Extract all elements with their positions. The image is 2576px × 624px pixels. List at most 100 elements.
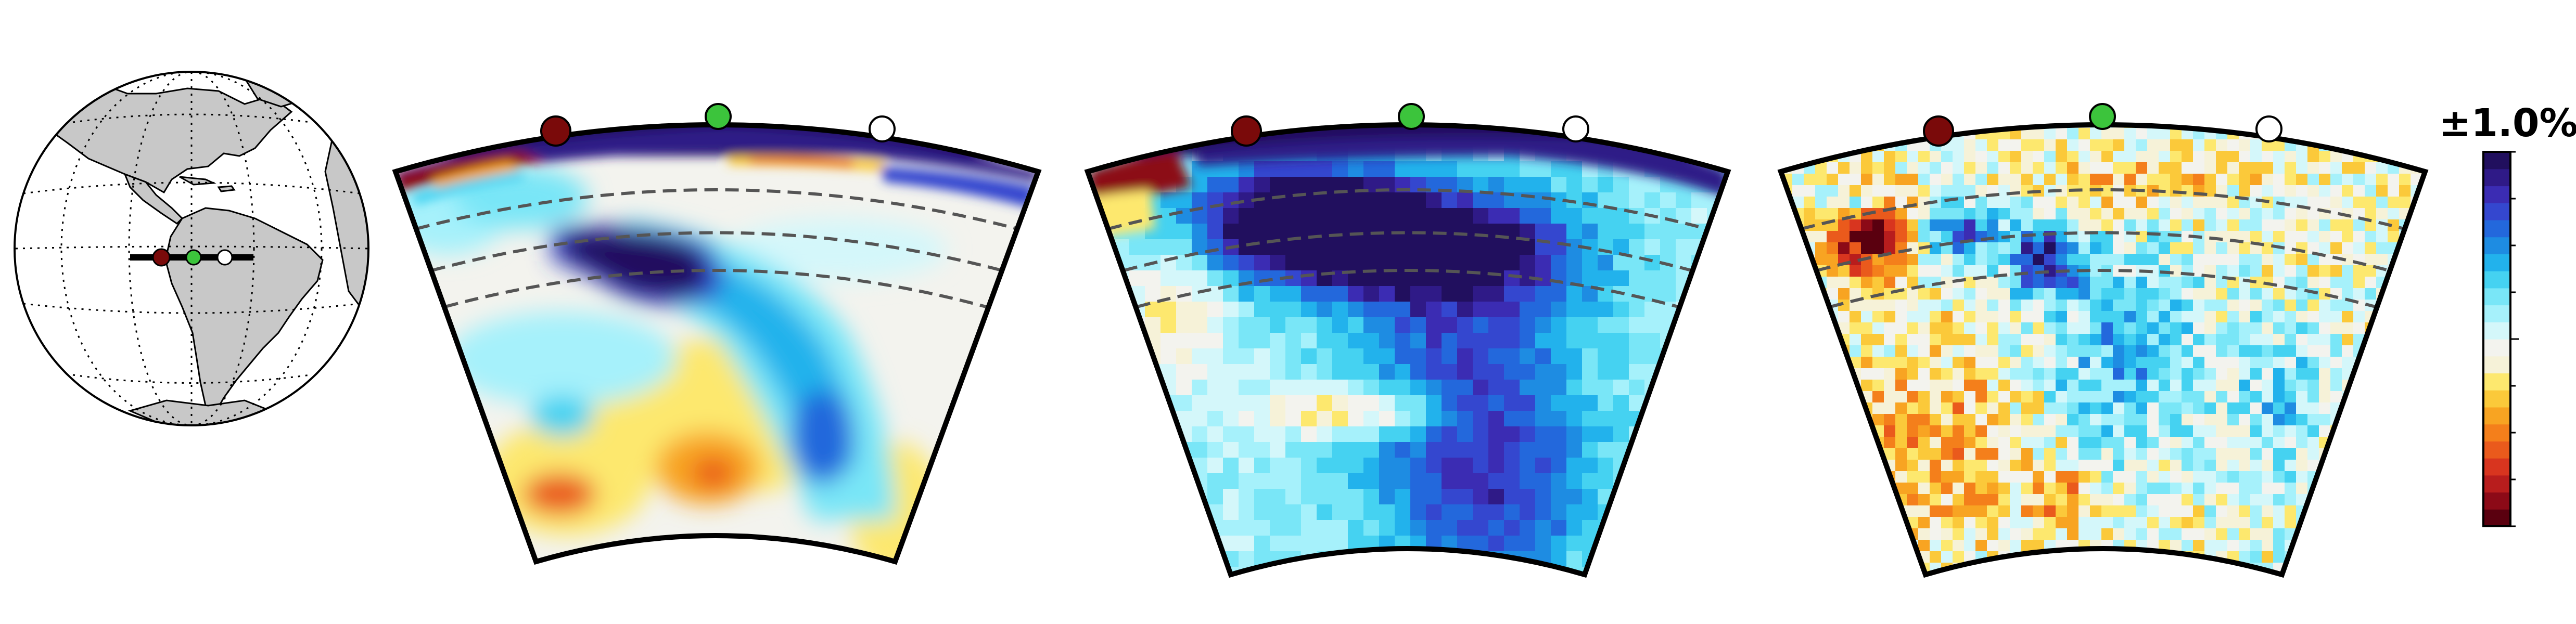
model-cell xyxy=(2056,483,2068,495)
model-cell xyxy=(1676,317,1692,333)
model-cell xyxy=(1838,540,1850,552)
model-cell xyxy=(1781,505,1793,517)
model-cell xyxy=(2330,94,2342,106)
model-cell xyxy=(1953,105,1965,117)
model-cell xyxy=(1838,460,1850,472)
model-cell xyxy=(1348,333,1364,349)
model-cell xyxy=(2056,94,2068,106)
model-cell xyxy=(2056,391,2068,403)
model-cell xyxy=(1410,317,1426,333)
model-cell xyxy=(2078,357,2090,369)
model-cell xyxy=(1907,574,1919,575)
model-cell xyxy=(2147,357,2159,369)
model-cell xyxy=(1363,239,1380,255)
model-cell xyxy=(1895,345,1907,357)
model-cell xyxy=(1332,426,1348,443)
model-cell xyxy=(2159,94,2171,106)
model-cell xyxy=(1781,277,1793,289)
model-cell xyxy=(1930,574,1942,575)
model-cell xyxy=(2307,300,2319,311)
model-cell xyxy=(2411,357,2422,369)
model-cell xyxy=(1884,505,1896,517)
model-cell xyxy=(1488,473,1504,489)
model-cell xyxy=(2307,254,2319,266)
model-cell xyxy=(2411,540,2422,552)
model-cell xyxy=(2388,125,2400,128)
model-cell xyxy=(2319,574,2331,575)
model-cell xyxy=(1861,265,1873,277)
model-cell xyxy=(2021,151,2033,163)
model-cell xyxy=(1660,504,1676,521)
model-cell xyxy=(1998,414,2010,426)
model-cell xyxy=(1964,414,1976,426)
model-cell xyxy=(2021,460,2033,472)
model-cell xyxy=(2204,197,2216,209)
model-cell xyxy=(2411,551,2422,563)
model-cell xyxy=(2353,460,2365,472)
model-cell xyxy=(1285,395,1302,411)
model-cell xyxy=(1644,270,1661,287)
model-cell xyxy=(1987,105,1999,117)
model-cell xyxy=(1410,551,1426,567)
model-cell xyxy=(1644,489,1661,505)
model-cell xyxy=(1145,442,1161,458)
model-cell xyxy=(1815,125,1827,128)
model-cell xyxy=(1629,380,1645,396)
model-cell xyxy=(1884,402,1896,414)
model-cell xyxy=(2216,357,2228,369)
model-cell xyxy=(2330,185,2342,197)
model-cell xyxy=(1930,94,1942,106)
model-cell xyxy=(2021,242,2033,254)
model-cell xyxy=(2147,368,2159,380)
model-cell xyxy=(2376,402,2388,414)
model-cell xyxy=(2216,528,2228,540)
model-cell xyxy=(1723,146,1728,162)
model-cell xyxy=(1566,458,1583,474)
model-cell xyxy=(2422,185,2425,197)
model-cell xyxy=(2353,242,2365,254)
model-cell xyxy=(2388,471,2400,483)
model-cell xyxy=(2433,551,2445,563)
model-cell xyxy=(2044,471,2056,483)
model-cell xyxy=(2193,345,2205,357)
model-cell xyxy=(2376,425,2388,437)
model-cell xyxy=(1907,162,1919,174)
model-cell xyxy=(1161,442,1177,458)
model-cell xyxy=(1987,437,1999,449)
model-cell xyxy=(1838,437,1850,449)
model-cell xyxy=(2399,574,2411,575)
model-cell xyxy=(1239,317,1255,333)
model-cell xyxy=(1551,224,1567,240)
model-cell xyxy=(2010,414,2022,426)
model-cell xyxy=(2124,185,2136,197)
model-cell xyxy=(2056,128,2068,140)
model-cell xyxy=(1850,540,1861,552)
model-cell xyxy=(1707,551,1723,567)
model-cell xyxy=(1660,489,1676,505)
model-cell xyxy=(2388,197,2400,209)
model-cell xyxy=(2147,277,2159,289)
model-cell xyxy=(1676,567,1692,575)
model-cell xyxy=(1827,460,1839,472)
model-cell xyxy=(2285,483,2297,495)
model-cell xyxy=(2021,265,2033,277)
model-cell xyxy=(2433,391,2445,403)
model-cell xyxy=(1629,286,1645,302)
model-cell xyxy=(2021,425,2033,437)
model-cell xyxy=(1792,437,1804,449)
model-cell xyxy=(2147,483,2159,495)
model-cell xyxy=(1129,426,1145,443)
model-cell xyxy=(1827,197,1839,209)
model-cell xyxy=(2250,448,2262,460)
model-cell xyxy=(1998,105,2010,117)
model-cell xyxy=(1941,528,1953,540)
model-cell xyxy=(2193,437,2205,449)
model-cell xyxy=(1644,520,1661,536)
model-cell xyxy=(2388,551,2400,563)
model-cell xyxy=(1379,426,1395,443)
model-cell xyxy=(1551,395,1567,411)
model-cell xyxy=(1613,520,1629,536)
model-cell xyxy=(1918,231,1930,243)
model-cell xyxy=(2376,345,2388,357)
model-cell xyxy=(1473,426,1489,443)
